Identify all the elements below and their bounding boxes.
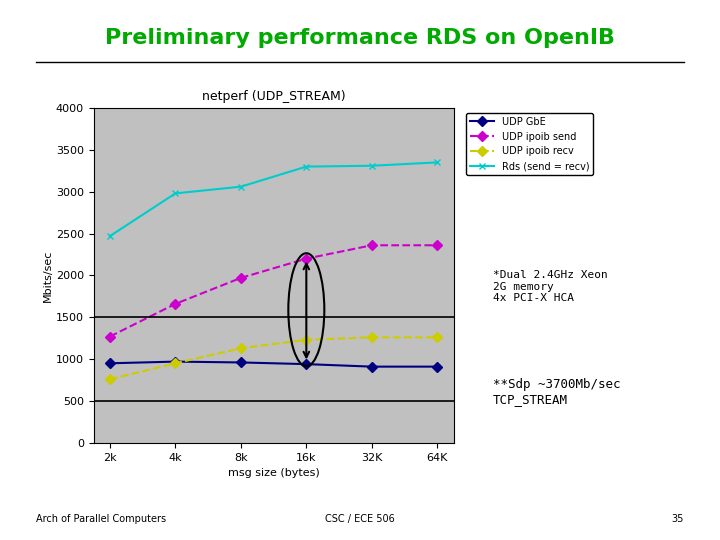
Rds (send = recv) <box>171 190 180 197</box>
Rds (send = recv) <box>106 233 114 239</box>
Line: Rds (send = recv): Rds (send = recv) <box>107 159 441 240</box>
UDP ipoib send <box>106 333 114 340</box>
UDP ipoib send <box>171 301 180 307</box>
UDP ipoib send <box>237 275 246 281</box>
Text: *Dual 2.4GHz Xeon
2G memory
4x PCI-X HCA: *Dual 2.4GHz Xeon 2G memory 4x PCI-X HCA <box>493 270 608 303</box>
UDP ipoib recv <box>237 345 246 352</box>
Text: 35: 35 <box>672 514 684 524</box>
Text: **Sdp ~3700Mb/sec
TCP_STREAM: **Sdp ~3700Mb/sec TCP_STREAM <box>493 378 621 406</box>
UDP GbE <box>171 359 180 365</box>
Rds (send = recv) <box>367 163 376 169</box>
UDP ipoib recv <box>171 360 180 367</box>
Text: Preliminary performance RDS on OpenIB: Preliminary performance RDS on OpenIB <box>105 28 615 48</box>
UDP ipoib recv <box>367 334 376 341</box>
Legend: UDP GbE, UDP ipoib send, UDP ipoib recv, Rds (send = recv): UDP GbE, UDP ipoib send, UDP ipoib recv,… <box>466 113 593 175</box>
Line: UDP ipoib recv: UDP ipoib recv <box>107 334 441 383</box>
UDP ipoib send <box>367 242 376 248</box>
UDP GbE <box>367 363 376 370</box>
Rds (send = recv) <box>433 159 441 166</box>
Text: Arch of Parallel Computers: Arch of Parallel Computers <box>36 514 166 524</box>
UDP ipoib send <box>433 242 441 248</box>
UDP GbE <box>433 363 441 370</box>
X-axis label: msg size (bytes): msg size (bytes) <box>228 468 320 478</box>
Y-axis label: Mbits/sec: Mbits/sec <box>43 249 53 301</box>
UDP ipoib recv <box>433 334 441 341</box>
Line: UDP GbE: UDP GbE <box>107 358 441 370</box>
Text: CSC / ECE 506: CSC / ECE 506 <box>325 514 395 524</box>
UDP GbE <box>106 360 114 367</box>
Rds (send = recv) <box>302 163 310 170</box>
Rds (send = recv) <box>237 184 246 190</box>
UDP ipoib recv <box>106 376 114 382</box>
UDP ipoib recv <box>302 336 310 343</box>
UDP ipoib send <box>302 255 310 262</box>
Title: netperf (UDP_STREAM): netperf (UDP_STREAM) <box>202 90 346 103</box>
UDP GbE <box>302 361 310 367</box>
Line: UDP ipoib send: UDP ipoib send <box>107 242 441 340</box>
UDP GbE <box>237 359 246 366</box>
